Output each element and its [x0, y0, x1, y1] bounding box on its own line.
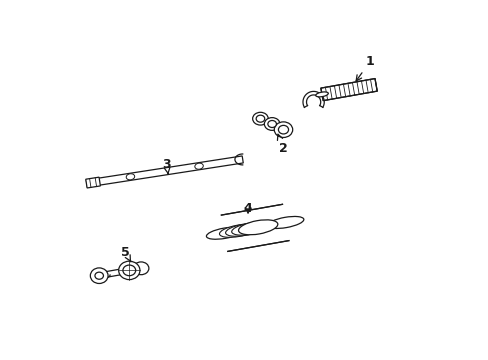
- Ellipse shape: [90, 268, 108, 283]
- Ellipse shape: [256, 115, 264, 122]
- Text: 1: 1: [355, 55, 374, 81]
- Text: 5: 5: [121, 246, 131, 262]
- Polygon shape: [221, 204, 288, 251]
- Ellipse shape: [133, 262, 148, 275]
- Ellipse shape: [238, 220, 277, 235]
- Ellipse shape: [267, 216, 303, 229]
- Text: 2: 2: [277, 134, 287, 154]
- Text: 3: 3: [162, 158, 170, 174]
- Ellipse shape: [315, 92, 327, 97]
- Ellipse shape: [264, 118, 279, 130]
- Polygon shape: [85, 177, 100, 188]
- Ellipse shape: [126, 174, 134, 180]
- Polygon shape: [86, 156, 243, 187]
- Ellipse shape: [119, 261, 140, 280]
- Ellipse shape: [95, 272, 103, 279]
- Ellipse shape: [206, 227, 242, 239]
- Ellipse shape: [225, 223, 262, 236]
- Ellipse shape: [122, 265, 135, 276]
- Polygon shape: [320, 78, 376, 101]
- Ellipse shape: [230, 225, 257, 235]
- Polygon shape: [265, 120, 278, 129]
- Ellipse shape: [278, 125, 288, 134]
- Ellipse shape: [219, 224, 256, 237]
- Ellipse shape: [231, 222, 268, 235]
- Text: 4: 4: [243, 202, 252, 215]
- Ellipse shape: [274, 122, 292, 138]
- Ellipse shape: [252, 112, 268, 125]
- Ellipse shape: [194, 163, 203, 169]
- Polygon shape: [303, 91, 324, 107]
- Ellipse shape: [267, 121, 276, 127]
